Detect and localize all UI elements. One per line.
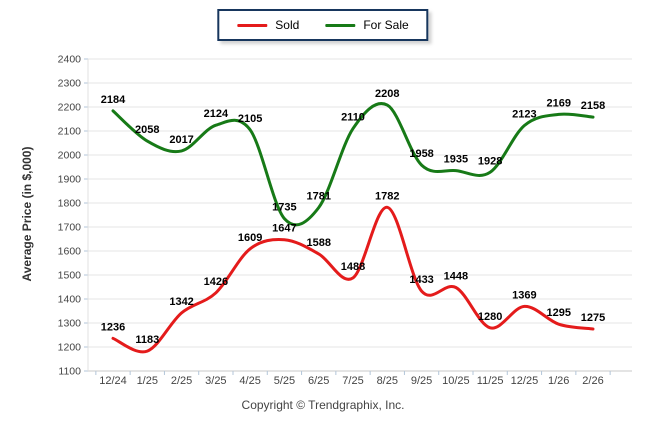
point-label: 2169 bbox=[546, 97, 570, 109]
point-label: 1488 bbox=[341, 261, 365, 273]
point-label: 1369 bbox=[512, 289, 536, 301]
point-label: 1928 bbox=[478, 155, 502, 167]
point-label: 2110 bbox=[341, 112, 365, 124]
x-tick-label: 3/25 bbox=[205, 375, 226, 387]
point-label: 1448 bbox=[444, 270, 468, 282]
point-label: 1735 bbox=[272, 202, 296, 214]
point-label: 1958 bbox=[409, 148, 433, 160]
y-tick-label: 1500 bbox=[58, 270, 82, 282]
x-tick-label: 12/25 bbox=[511, 375, 539, 387]
point-label: 1183 bbox=[135, 334, 159, 346]
y-tick-label: 1200 bbox=[58, 342, 82, 354]
y-tick-label: 1300 bbox=[58, 318, 82, 330]
point-label: 2158 bbox=[581, 100, 605, 112]
x-tick-label: 8/25 bbox=[377, 375, 398, 387]
x-tick-label: 5/25 bbox=[274, 375, 295, 387]
y-tick-label: 2200 bbox=[58, 102, 82, 114]
y-tick-label: 1600 bbox=[58, 246, 82, 258]
x-tick-label: 2/26 bbox=[582, 375, 603, 387]
point-label: 2124 bbox=[204, 108, 229, 120]
y-tick-label: 1100 bbox=[58, 366, 81, 378]
x-tick-label: 4/25 bbox=[239, 375, 260, 387]
x-tick-label: 1/26 bbox=[548, 375, 569, 387]
point-label: 2123 bbox=[512, 108, 536, 120]
point-label: 2105 bbox=[238, 113, 262, 125]
point-label: 1647 bbox=[272, 223, 296, 235]
point-label: 1588 bbox=[306, 237, 330, 249]
y-tick-label: 2300 bbox=[58, 78, 82, 90]
series-line-sold bbox=[111, 205, 595, 354]
copyright-text: Copyright © Trendgraphix, Inc. bbox=[241, 398, 405, 412]
legend-label-for-sale: For Sale bbox=[363, 18, 409, 32]
x-tick-label: 2/25 bbox=[171, 375, 192, 387]
y-axis-title: Average Price (in $,000) bbox=[20, 146, 34, 282]
legend-item-sold: Sold bbox=[237, 18, 299, 32]
point-label: 1426 bbox=[204, 276, 228, 288]
point-label: 1609 bbox=[238, 232, 262, 244]
y-tick-label: 1400 bbox=[58, 294, 82, 306]
y-tick-label: 2000 bbox=[58, 150, 82, 162]
point-label: 1781 bbox=[306, 191, 330, 203]
point-label: 1295 bbox=[546, 307, 570, 319]
point-label: 2058 bbox=[135, 124, 159, 136]
x-tick-label: 7/25 bbox=[342, 375, 363, 387]
y-tick-label: 2100 bbox=[58, 126, 82, 138]
y-tick-label: 1700 bbox=[58, 222, 82, 234]
series-line-for-sale bbox=[111, 102, 595, 227]
x-tick-label: 1/25 bbox=[137, 375, 158, 387]
chart-svg: 1100 1200 1300 1400 1500 1600 1700 1800 1900 2000… bbox=[58, 54, 632, 387]
y-tick-label: 2400 bbox=[58, 54, 82, 66]
point-label: 2017 bbox=[169, 134, 193, 146]
y-tick-label: 1800 bbox=[58, 198, 82, 210]
x-tick-label: 10/25 bbox=[442, 375, 470, 387]
legend-item-for-sale: For Sale bbox=[325, 18, 409, 32]
x-tick-label: 6/25 bbox=[308, 375, 329, 387]
chart-legend: Sold For Sale bbox=[217, 9, 429, 41]
sold-line-swatch bbox=[237, 23, 268, 27]
point-label: 1433 bbox=[409, 274, 433, 286]
x-tick-label: 9/25 bbox=[411, 375, 432, 387]
legend-label-sold: Sold bbox=[275, 18, 300, 32]
point-label: 1342 bbox=[169, 296, 193, 308]
point-label: 1782 bbox=[375, 190, 399, 202]
point-label: 1236 bbox=[101, 321, 125, 333]
x-tick-label: 11/25 bbox=[477, 375, 504, 387]
for-sale-line-swatch bbox=[325, 23, 356, 27]
point-label: 2208 bbox=[375, 88, 399, 100]
point-label: 1280 bbox=[478, 311, 502, 323]
point-label: 2184 bbox=[101, 94, 126, 106]
y-tick-label: 1900 bbox=[58, 174, 82, 186]
point-label: 1275 bbox=[581, 312, 605, 324]
x-tick-label: 12/24 bbox=[99, 375, 127, 387]
point-label: 1935 bbox=[444, 154, 468, 166]
